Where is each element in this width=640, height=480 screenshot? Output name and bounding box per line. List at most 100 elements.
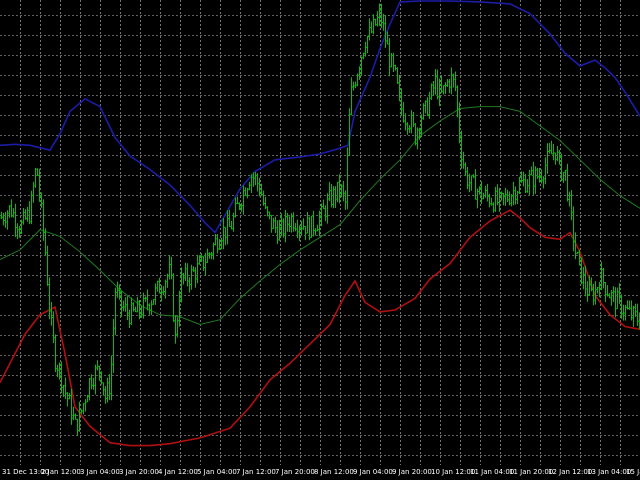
price-bar [258, 177, 261, 197]
price-bar [462, 151, 465, 169]
price-bar [440, 75, 443, 93]
price-bar [20, 219, 23, 234]
price-bar [518, 176, 521, 195]
price-bar [54, 334, 57, 372]
price-bar [536, 167, 539, 179]
price-bar [262, 190, 265, 206]
price-bar [18, 225, 21, 238]
price-bar [490, 197, 493, 206]
price-bar [138, 299, 141, 320]
price-bar [118, 284, 121, 300]
price-bar [196, 254, 199, 284]
price-bar [306, 212, 309, 234]
price-bar [182, 273, 185, 285]
price-bar [326, 193, 329, 224]
price-bar [588, 275, 591, 296]
price-bar [320, 203, 323, 227]
x-tick-label: 15 Jan 12:00 [626, 468, 640, 476]
price-bar [126, 296, 129, 321]
price-bar [466, 167, 469, 190]
price-bar [476, 188, 479, 209]
price-bar [458, 102, 461, 144]
price-bar [168, 255, 171, 280]
price-bar [336, 181, 339, 203]
price-bar [578, 249, 581, 266]
price-bar [142, 292, 145, 319]
x-tick-label: 12 Jan 12:00 [548, 468, 592, 476]
price-bar [48, 277, 51, 320]
price-bar [150, 300, 153, 316]
price-bar [388, 37, 391, 77]
price-bar [456, 85, 459, 118]
price-bar [460, 130, 463, 169]
price-bar [616, 287, 619, 310]
price-bar [100, 371, 103, 385]
price-bar [572, 206, 575, 252]
price-bar [128, 309, 131, 328]
price-bar [74, 413, 77, 420]
price-bar [144, 296, 147, 302]
price-bar [502, 193, 505, 206]
price-bar [558, 149, 561, 165]
price-bar [478, 186, 481, 195]
price-bars [0, 3, 640, 436]
price-bar [550, 140, 553, 155]
price-bar [552, 144, 555, 161]
price-bar [134, 306, 137, 313]
price-bar [602, 267, 605, 289]
price-bar [260, 183, 263, 196]
price-bar [514, 186, 517, 205]
price-bar [614, 287, 617, 318]
price-bar [202, 256, 205, 271]
price-bar [612, 286, 615, 302]
price-bar [570, 190, 573, 221]
price-bar [278, 219, 281, 241]
price-bar [30, 190, 33, 225]
price-bar [636, 303, 639, 326]
price-bar [444, 82, 447, 94]
price-bar [280, 213, 283, 237]
price-bar [610, 290, 613, 306]
price-bar [272, 217, 275, 229]
price-bar [166, 273, 169, 288]
price-bar [220, 237, 223, 250]
price-bar [604, 282, 607, 303]
price-bar [556, 146, 559, 162]
price-bar [406, 122, 409, 135]
price-bar [448, 79, 451, 94]
price-bar [38, 168, 41, 202]
price-bar [364, 41, 367, 57]
price-bar [484, 185, 487, 198]
x-tick-label: 4 Jan 12:00 [158, 468, 198, 476]
price-bar [60, 361, 63, 393]
price-bar [512, 181, 515, 206]
price-bar [36, 168, 39, 176]
price-bar [56, 364, 59, 377]
price-bar [294, 223, 297, 232]
price-bar [384, 15, 387, 48]
price-bar [510, 194, 513, 207]
price-bar [524, 174, 527, 193]
price-bar [264, 196, 267, 210]
price-bar [546, 143, 549, 174]
price-bar [206, 248, 209, 263]
price-bar [398, 74, 401, 102]
price-bar [538, 167, 541, 183]
price-bar [176, 317, 179, 338]
price-bar [72, 406, 75, 421]
price-bar [208, 252, 211, 259]
price-bar [246, 187, 249, 199]
price-bar [408, 125, 411, 133]
price-bar [250, 174, 253, 193]
x-tick-label: 9 Jan 04:00 [353, 468, 393, 476]
price-bar [528, 169, 531, 196]
price-bar [44, 228, 47, 256]
price-bar [386, 31, 389, 45]
price-bar [222, 218, 225, 250]
price-bar [548, 143, 551, 154]
x-tick-label: 11 Jan 04:00 [470, 468, 514, 476]
grid [0, 0, 640, 465]
price-bar [32, 181, 35, 203]
price-bar [190, 264, 193, 290]
